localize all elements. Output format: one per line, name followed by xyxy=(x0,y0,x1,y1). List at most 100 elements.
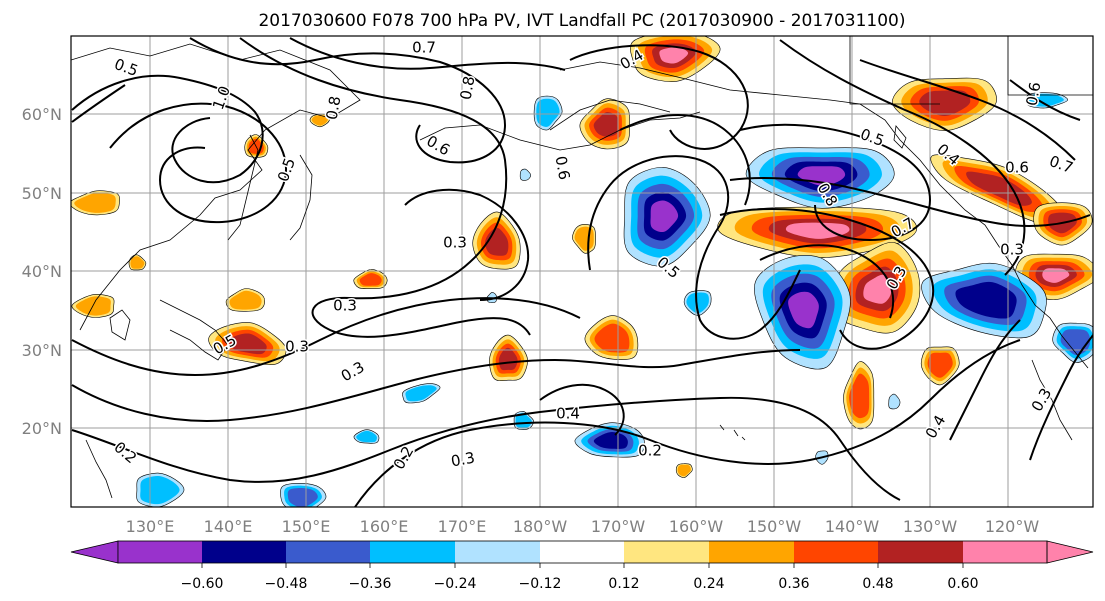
pv-contour-line xyxy=(949,319,1021,441)
lon-tick-label: 180°W xyxy=(513,517,568,536)
ivt-anomaly-region xyxy=(788,291,819,329)
colorbar-segment xyxy=(370,541,455,563)
colorbar-tick-label: −0.36 xyxy=(349,576,392,592)
pv-contour-line xyxy=(71,349,801,422)
pv-contour-line xyxy=(239,37,531,338)
ivt-anomaly-region xyxy=(498,347,518,371)
colorbar-segment xyxy=(202,541,286,563)
pv-contour-line xyxy=(289,37,566,71)
lon-tick-label: 170°E xyxy=(438,517,487,536)
lat-tick-label: 30°N xyxy=(22,341,62,360)
lon-tick-label: 150°W xyxy=(747,517,802,536)
map-panel: 0.50.7 0.40.61.0 0.80.80.30.5 0.60.50.70.60… xyxy=(70,35,1094,508)
colorbar-tick-labels: −0.60 −0.48 −0.36 −0.24 −0.12 0.12 0.24 … xyxy=(181,576,979,592)
pv-contour-line xyxy=(71,396,901,501)
colorbar-tick-label: 0.12 xyxy=(608,576,639,592)
ivt-anomaly-region xyxy=(228,333,267,355)
ivt-anomaly-region xyxy=(1029,93,1064,107)
colorbar-tick-label: 0.48 xyxy=(862,576,893,592)
pv-contour-label: 0.2 xyxy=(638,442,662,460)
lat-tick-labels: 60°N 50°N 40°N 30°N 20°N xyxy=(22,105,62,438)
ivt-anomaly-region xyxy=(311,115,328,126)
lat-tick-label: 50°N xyxy=(22,184,62,203)
lat-tick-label: 60°N xyxy=(22,105,62,124)
colorbar-tick-label: −0.12 xyxy=(519,576,562,592)
colorbar-segment xyxy=(963,541,1047,563)
ivt-anomaly-region xyxy=(130,256,145,269)
figure-title: 2017030600 F078 700 hPa PV, IVT Landfall… xyxy=(258,11,905,31)
pv-contour-line xyxy=(1009,79,1081,121)
ivt-anomaly-region xyxy=(888,393,901,410)
pv-contour-label: 0.4 xyxy=(556,405,580,423)
ivt-anomaly-region xyxy=(594,323,630,353)
colorbar-frame xyxy=(117,540,1048,564)
ivt-anomaly-region xyxy=(1042,268,1070,283)
pv-contour-line xyxy=(189,37,507,164)
ivt-anomaly-region xyxy=(593,112,619,137)
colorbar-extend-high xyxy=(1046,540,1094,564)
ivt-anomaly-region xyxy=(650,200,679,233)
ivt-anomaly-region xyxy=(966,171,1032,206)
ivt-anomaly-region xyxy=(405,385,437,402)
pv-contour-label: 0.6 xyxy=(1005,159,1029,177)
ivt-anomaly-region xyxy=(677,464,691,477)
pv-contour-label: 0.3 xyxy=(285,338,309,356)
pv-contours xyxy=(71,37,1093,507)
colorbar: −0.60 −0.48 −0.36 −0.24 −0.12 0.12 0.24 … xyxy=(70,540,1094,592)
pv-contour-label: 0.7 xyxy=(412,39,436,57)
pv-contour-line xyxy=(71,74,264,184)
ivt-anomaly-region xyxy=(519,168,531,181)
lon-tick-label: 130°W xyxy=(903,517,958,536)
ivt-anomaly-region xyxy=(785,222,850,239)
pv-contour-label: 0.3 xyxy=(443,234,467,252)
colorbar-tick-label: 0.36 xyxy=(778,576,809,592)
lon-tick-label: 140°W xyxy=(825,517,880,536)
colorbar-tick-label: 0.24 xyxy=(693,576,724,592)
ivt-anomaly-region xyxy=(229,290,262,310)
lat-tick-label: 20°N xyxy=(22,419,62,438)
lon-tick-label: 150°E xyxy=(282,517,331,536)
pv-contour-label: 0.3 xyxy=(450,449,477,471)
pv-contour-line xyxy=(539,383,625,436)
ivt-anomaly-region xyxy=(927,352,953,378)
ivt-anomaly-region xyxy=(287,487,318,507)
ivt-anomaly-region xyxy=(919,90,971,117)
colorbar-tick-label: −0.60 xyxy=(181,576,224,592)
ivt-anomaly-region xyxy=(955,281,1017,319)
ivt-anomaly-region xyxy=(359,273,382,286)
lat-tick-label: 40°N xyxy=(22,262,62,281)
colorbar-tick-label: −0.48 xyxy=(265,576,308,592)
pv-contour-label: 0.6 xyxy=(552,155,574,182)
coastlines xyxy=(71,36,1093,499)
pv-contour-label: 0.3 xyxy=(1000,241,1024,259)
pv-contour-line xyxy=(859,59,1076,161)
gridlines xyxy=(71,36,1093,507)
ivt-anomaly-region xyxy=(75,296,111,316)
colorbar-segment xyxy=(878,541,963,563)
colorbar-tick-label: 0.60 xyxy=(947,576,978,592)
colorbar-segment xyxy=(286,541,370,563)
pv-contour-line xyxy=(1029,334,1093,461)
colorbar-segment xyxy=(118,541,202,563)
pv-contour-line xyxy=(779,39,1026,276)
colorbar-segment xyxy=(709,541,794,563)
pv-contour-line xyxy=(109,102,288,224)
pv-contour-line xyxy=(729,177,1091,227)
lon-tick-label: 120°W xyxy=(985,517,1040,536)
lon-tick-label: 130°E xyxy=(126,517,175,536)
ivt-anomaly-region xyxy=(849,373,870,419)
lon-tick-labels: 130°E 140°E 150°E 160°E 170°E 180°W 170°… xyxy=(126,517,1040,536)
pv-contour-line xyxy=(739,123,932,242)
ivt-anomaly-region xyxy=(74,192,116,213)
colorbar-tick-label: −0.24 xyxy=(434,576,477,592)
pv-contour-line xyxy=(619,114,751,206)
pv-contour-line xyxy=(404,188,530,301)
ivt-anomaly-region xyxy=(686,292,709,314)
ivt-anomaly-region xyxy=(536,98,560,127)
colorbar-segment xyxy=(540,541,624,563)
lon-tick-label: 160°E xyxy=(360,517,409,536)
ivt-anomaly-region xyxy=(356,430,377,443)
pv-contour-line xyxy=(71,84,126,123)
pv-contour-label: 0.3 xyxy=(333,297,357,315)
